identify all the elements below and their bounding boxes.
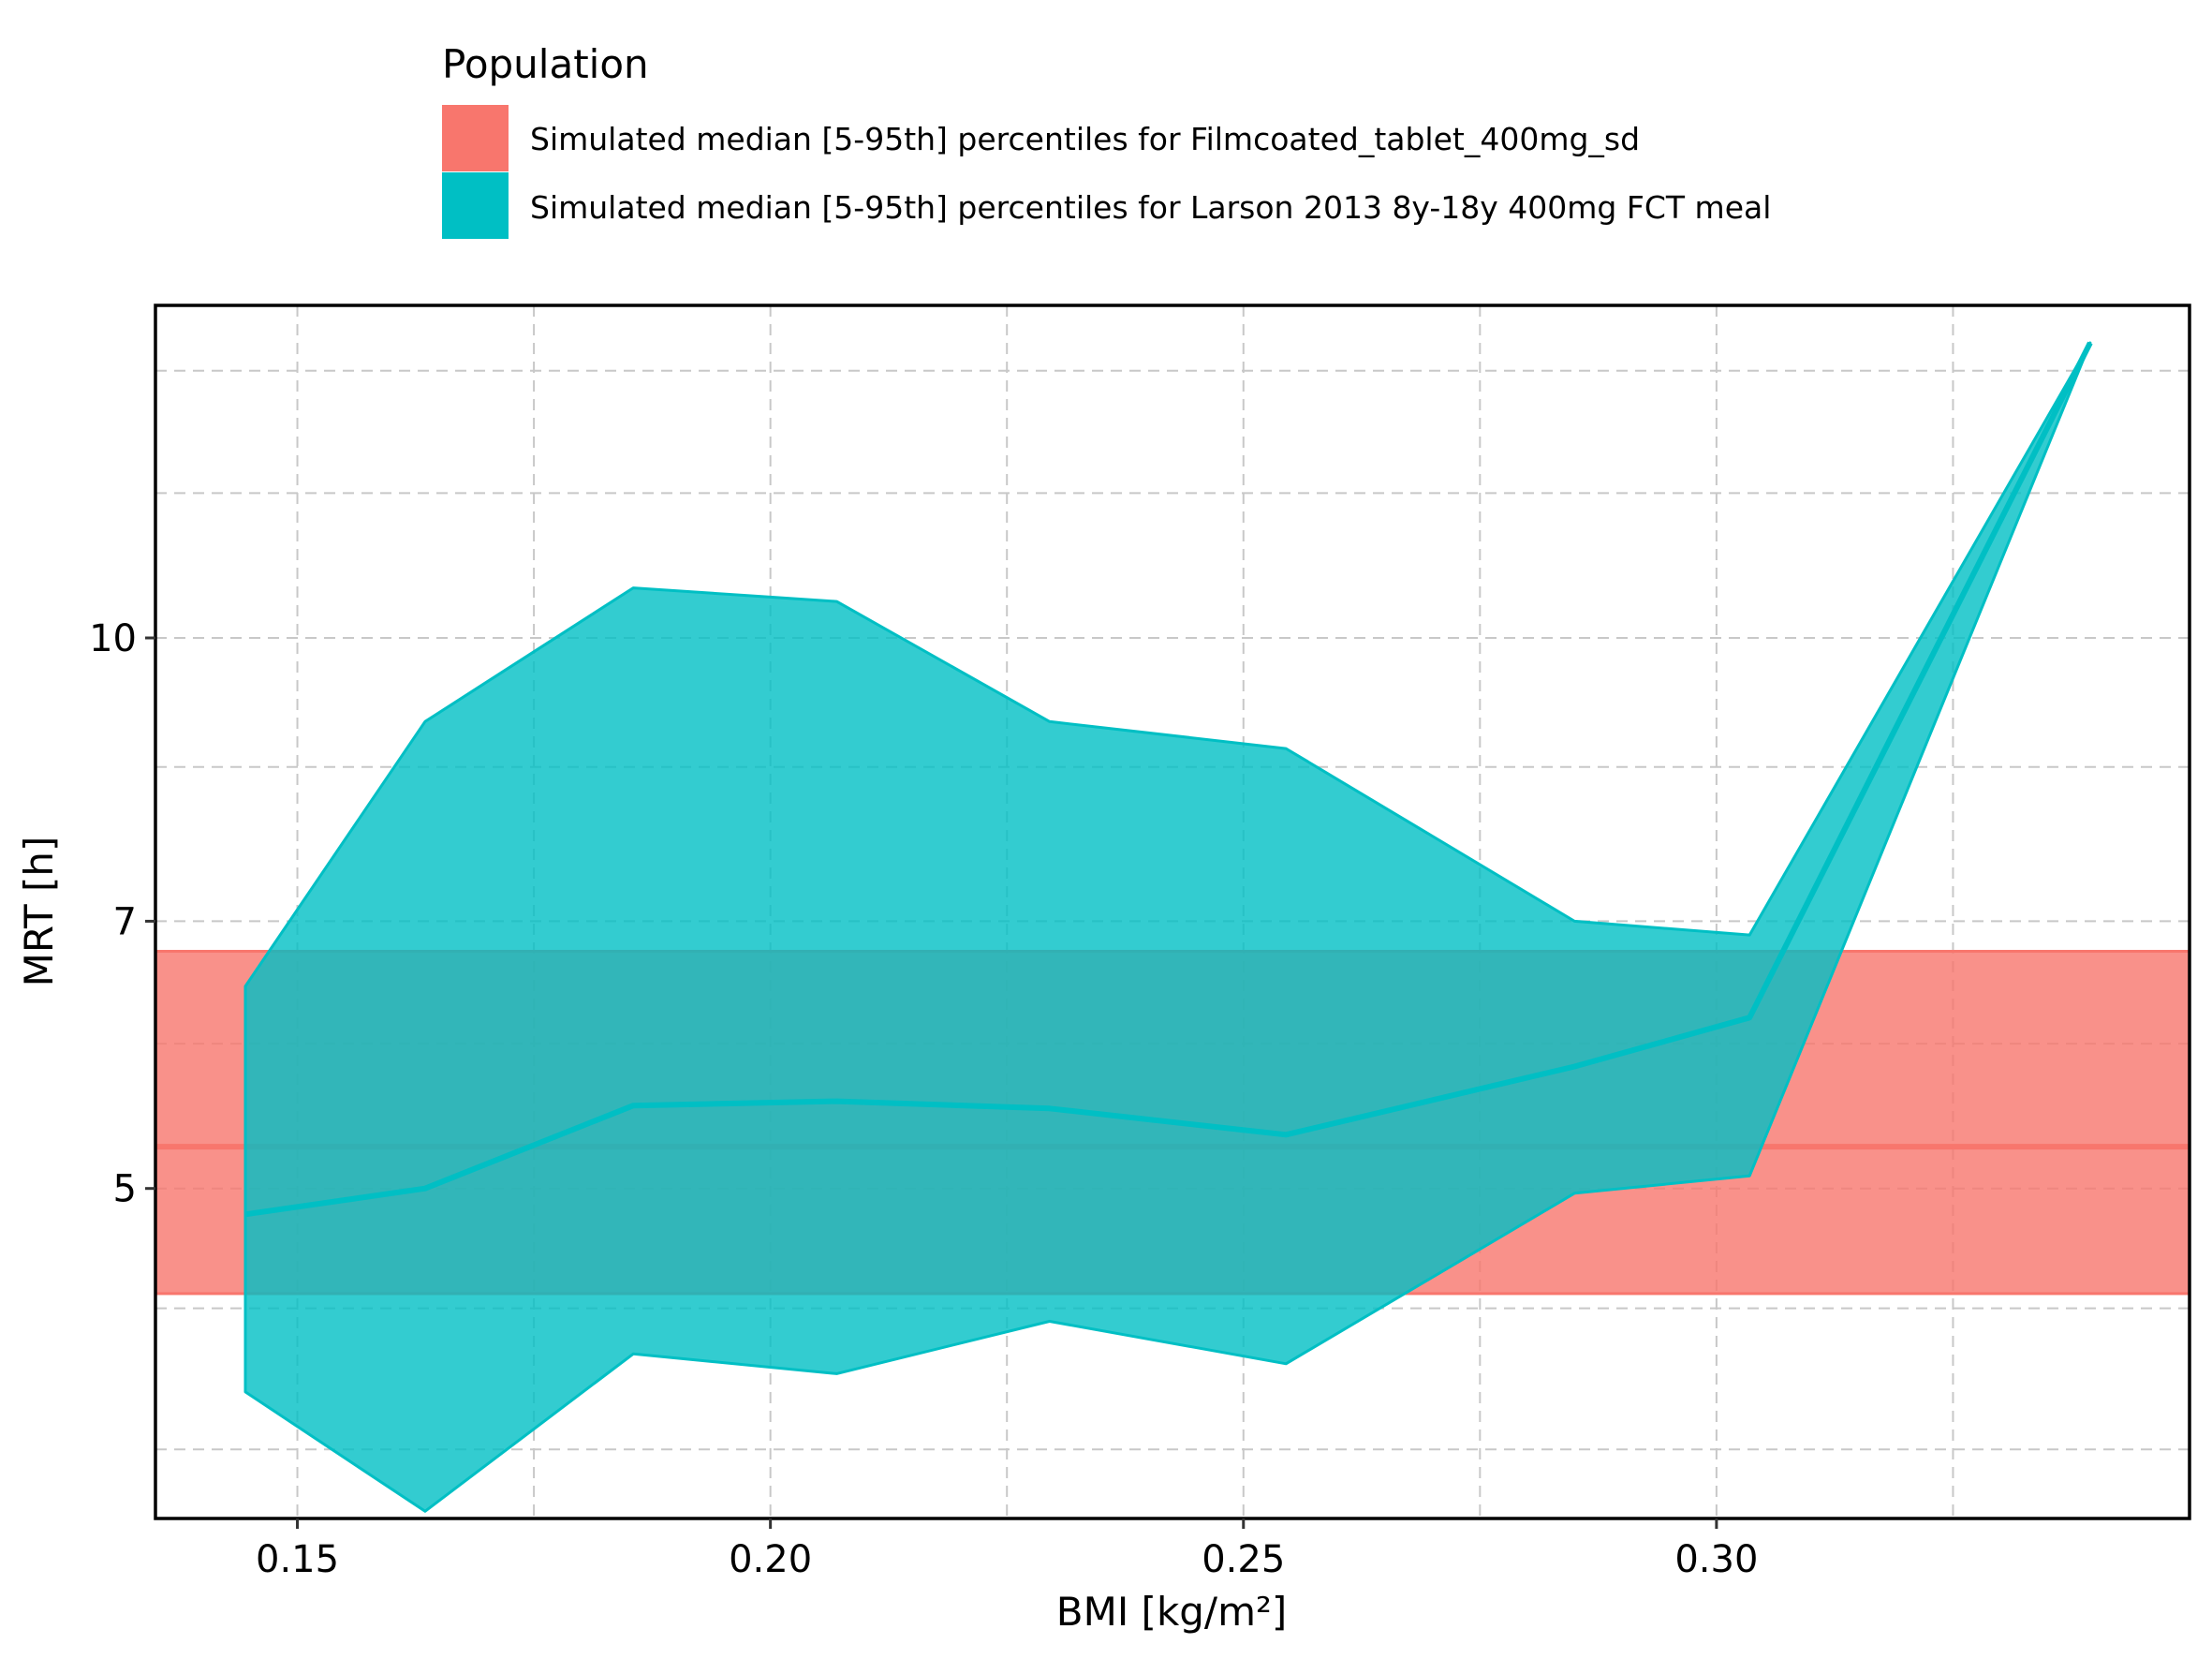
x-tick-label: 0.20 [729,1538,812,1581]
x-tick-label: 0.30 [1674,1538,1758,1581]
axis-ticks: 0.15 0.20 0.25 0.30 5 7 10 [89,617,1758,1581]
x-tick-label: 0.15 [256,1538,339,1581]
y-axis-title: MRT [h] [16,837,62,987]
legend-swatch-larson [442,172,509,239]
x-axis-title: BMI [kg/m²] [1056,1589,1287,1635]
y-tick-label: 7 [113,900,137,943]
plot-frame [154,304,2191,1520]
legend-title: Population [442,41,649,87]
y-tick-label: 5 [113,1168,137,1211]
larson-percentile-ribbon [243,341,2092,1513]
larson-median-line [244,341,2093,1218]
series-layer [154,341,2191,1513]
legend-swatch-filmcoated [442,105,509,171]
legend: Population Simulated median [5-95th] per… [442,41,1771,239]
legend-label-filmcoated: Simulated median [5-95th] percentiles fo… [530,121,1640,157]
x-tick-label: 0.25 [1202,1538,1285,1581]
legend-label-larson: Simulated median [5-95th] percentiles fo… [530,189,1771,226]
y-tick-label: 10 [89,617,137,660]
